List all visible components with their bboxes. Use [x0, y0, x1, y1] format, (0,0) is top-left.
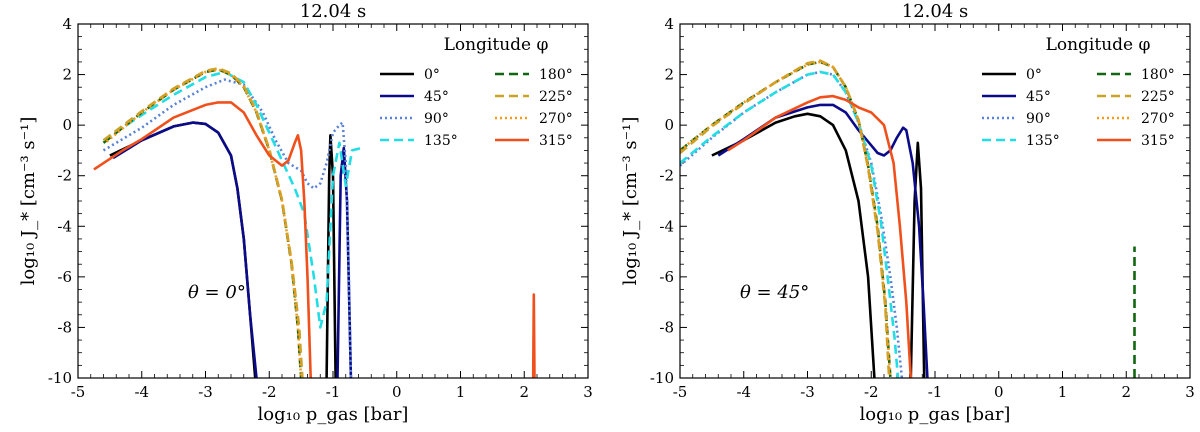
legend-label: 45°	[1026, 89, 1051, 105]
x-tick-label: 3	[583, 383, 593, 401]
series-line-180deg	[680, 60, 1136, 378]
y-tick-label: 2	[664, 66, 674, 84]
x-tick-label: 0	[994, 383, 1004, 401]
y-tick-label: -2	[659, 167, 674, 185]
legend-label: 180°	[1141, 67, 1175, 83]
y-tick-label: 0	[664, 116, 674, 134]
chart-title: 12.04 s	[902, 1, 969, 22]
y-tick-label: 0	[62, 116, 72, 134]
legend-label: 45°	[424, 89, 449, 105]
series-line-270deg	[680, 60, 892, 378]
legend-label: 270°	[1141, 111, 1175, 127]
y-tick-label: -8	[57, 318, 72, 336]
y-tick-label: -10	[48, 369, 72, 387]
y-tick-label: -6	[57, 268, 72, 286]
x-tick-label: 2	[1121, 383, 1131, 401]
angle-annotation: θ = 0°	[188, 282, 246, 303]
plot-frame	[77, 23, 589, 379]
y-tick-label: 4	[664, 15, 674, 33]
y-tick-label: 4	[62, 15, 72, 33]
x-tick-label: -2	[864, 383, 879, 401]
y-tick-label: -2	[57, 167, 72, 185]
legend-title: Longitude φ	[1046, 35, 1151, 55]
plot-frame	[679, 23, 1191, 379]
x-tick-label: 1	[1058, 383, 1068, 401]
legend-label: 315°	[1141, 133, 1175, 149]
x-tick-label: -1	[928, 383, 943, 401]
x-axis-title: log₁₀ p_gas [bar]	[258, 404, 409, 425]
legend-label: 270°	[539, 111, 573, 127]
legend: Longitude φ0° 45° 90° 135° 180° 225° 270° 315°	[982, 35, 1175, 149]
chart-panel-2: 12.04 s-5 -4 -3 -2 -1 0 1 2 3-10-8-6-4-2024log₁₀…	[620, 1, 1195, 425]
legend-label: 135°	[1026, 133, 1060, 149]
x-tick-label: 1	[456, 383, 466, 401]
series-line-270deg	[105, 68, 303, 378]
x-tick-label: -5	[673, 383, 688, 401]
series-line-90deg	[102, 78, 353, 378]
angle-annotation: θ = 45°	[740, 282, 809, 303]
y-tick-label: -4	[57, 217, 72, 235]
legend-label: 90°	[424, 111, 449, 127]
y-tick-label: -6	[659, 268, 674, 286]
y-axis-title: log₁₀ J_* [cm⁻³ s⁻¹]	[18, 117, 39, 286]
y-tick-label: -4	[659, 217, 674, 235]
series-line-135deg	[680, 70, 900, 378]
chart-title: 12.04 s	[300, 1, 367, 22]
x-tick-label: -4	[134, 383, 149, 401]
series-line-45deg	[112, 121, 353, 378]
series-line-0deg	[711, 112, 926, 378]
x-tick-label: 0	[392, 383, 402, 401]
x-tick-label: -4	[736, 383, 751, 401]
series-line-315deg	[727, 94, 913, 378]
series-group	[93, 67, 536, 378]
legend: Longitude φ0° 45° 90° 135° 180° 225° 270° 315°	[380, 35, 573, 149]
y-axis-title: log₁₀ J_* [cm⁻³ s⁻¹]	[620, 117, 641, 286]
series-line-90deg	[680, 70, 904, 378]
x-tick-label: 3	[1185, 383, 1195, 401]
legend-label: 135°	[424, 133, 458, 149]
series-line-135deg	[102, 70, 363, 329]
series-line-315deg	[93, 101, 536, 378]
series-line-180deg	[102, 68, 303, 378]
chart-panel-1: 12.04 s-5 -4 -3 -2 -1 0 1 2 3-10-8-6-4-2024log₁₀…	[18, 1, 593, 425]
legend-label: 315°	[539, 133, 573, 149]
legend-label: 0°	[1026, 67, 1042, 83]
x-tick-label: -3	[800, 383, 815, 401]
x-tick-label: 2	[519, 383, 529, 401]
legend-label: 225°	[1141, 89, 1175, 105]
x-axis-title: log₁₀ p_gas [bar]	[860, 404, 1011, 425]
legend-label: 225°	[539, 89, 573, 105]
y-tick-label: -8	[659, 318, 674, 336]
legend-title: Longitude φ	[444, 35, 549, 55]
y-tick-label: -10	[650, 369, 674, 387]
x-tick-label: -3	[198, 383, 213, 401]
y-tick-label: 2	[62, 66, 72, 84]
x-tick-label: -2	[262, 383, 277, 401]
x-tick-label: -5	[71, 383, 86, 401]
series-group	[680, 59, 1136, 378]
series-line-45deg	[717, 103, 929, 378]
legend-label: 90°	[1026, 111, 1051, 127]
legend-label: 180°	[539, 67, 573, 83]
series-line-225deg	[102, 67, 304, 378]
legend-label: 0°	[424, 67, 440, 83]
x-tick-label: -1	[326, 383, 341, 401]
